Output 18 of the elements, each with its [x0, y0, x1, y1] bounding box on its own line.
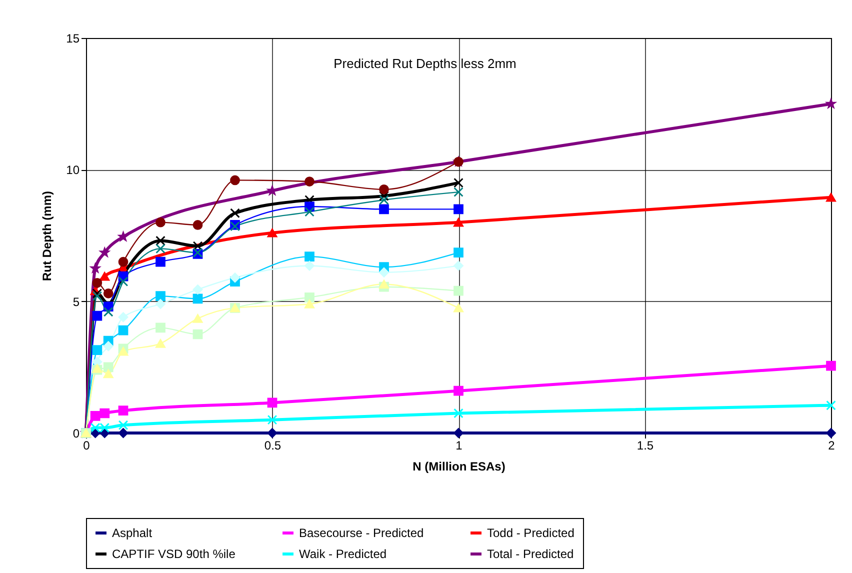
legend-label: Total - Predicted: [487, 547, 574, 561]
y-tick-label: 5: [72, 294, 80, 309]
y-axis-title: Rut Depth (mm): [40, 191, 54, 281]
x-axis-title: N (Million ESAs): [412, 460, 506, 474]
x-tick-label: 2: [828, 438, 836, 452]
legend-label: Basecourse - Predicted: [299, 526, 424, 540]
x-tick-label: 0: [83, 438, 90, 452]
legend-label: CAPTIF VSD 90th %ile: [112, 547, 236, 561]
x-tick-label: 1: [456, 438, 463, 452]
y-tick-label: 0: [72, 426, 80, 440]
annotation: Predicted Rut Depths less 2mm: [334, 56, 516, 71]
legend-label: Waik - Predicted: [299, 547, 387, 561]
y-tick-label: 15: [66, 32, 80, 46]
y-tick-label: 10: [66, 163, 80, 178]
legend-label: Todd - Predicted: [487, 526, 574, 540]
legend-label: Asphalt: [112, 526, 153, 540]
x-tick-label: 0.5: [264, 438, 282, 452]
x-tick-label: 1.5: [636, 438, 654, 452]
